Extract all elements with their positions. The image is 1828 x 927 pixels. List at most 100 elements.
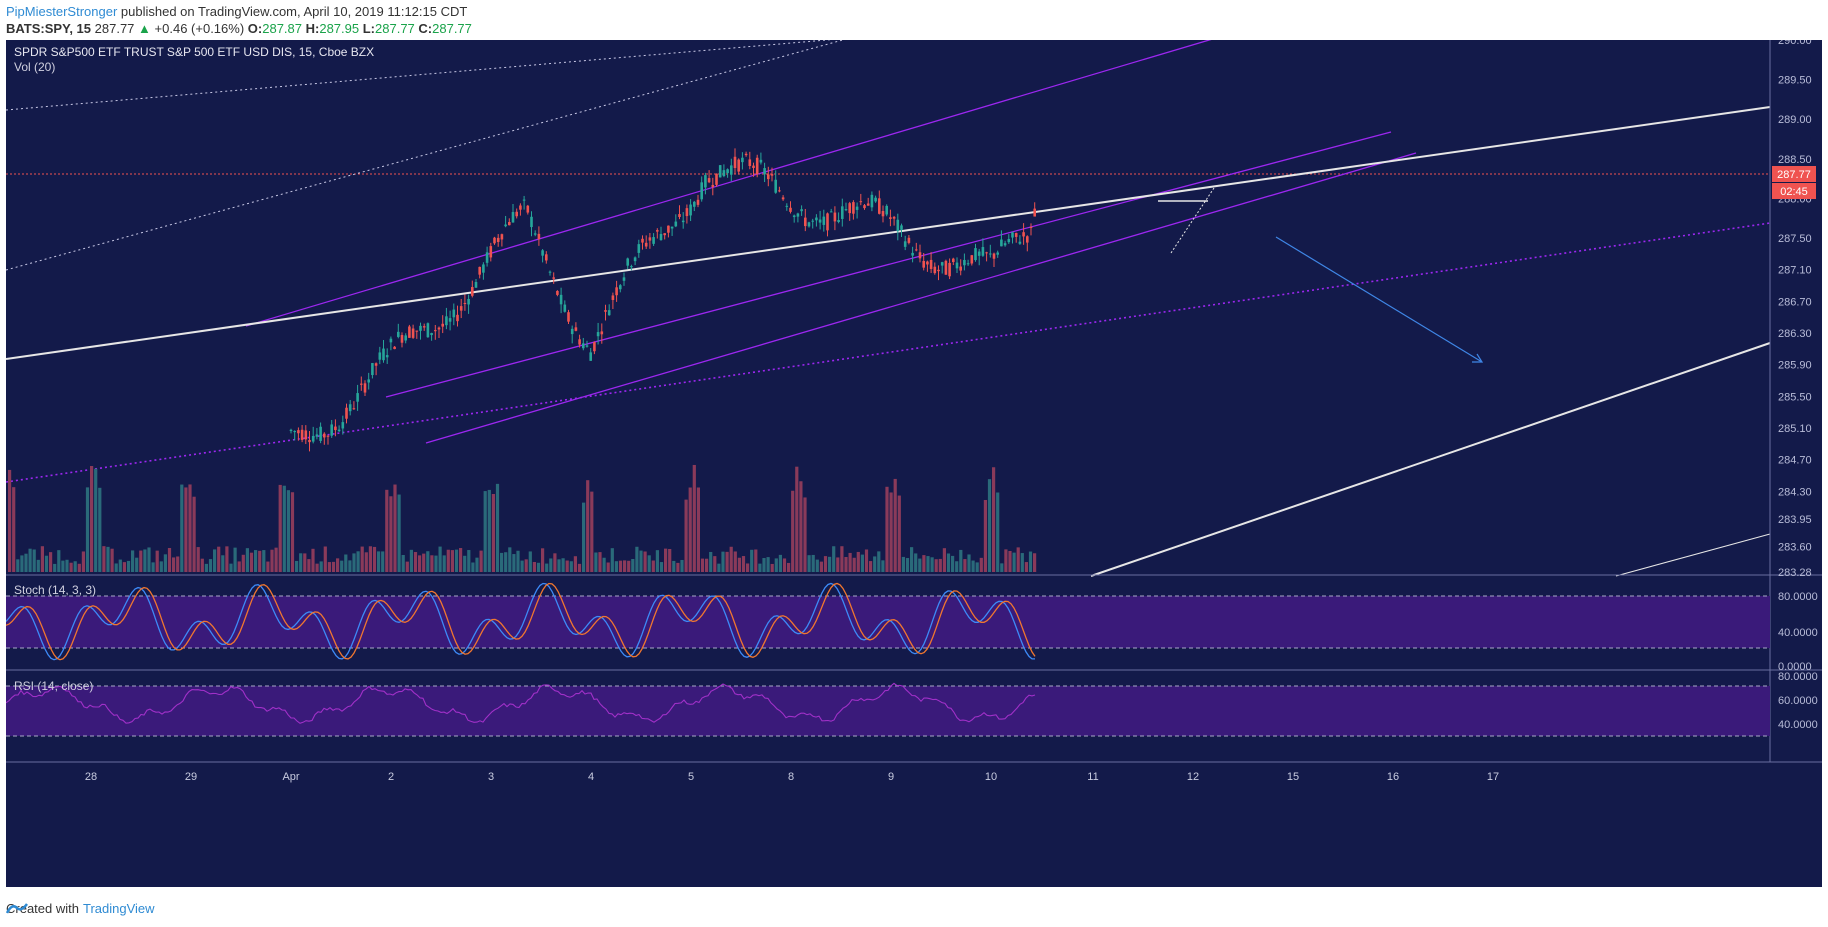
author-link[interactable]: PipMiesterStronger [6, 4, 118, 19]
volume-bar [471, 562, 475, 572]
volume-bar [389, 496, 393, 572]
volume-bar [951, 555, 955, 572]
candle-body [515, 211, 518, 217]
price-scale[interactable]: 290.00289.50289.00288.50288.00287.50287.… [1778, 40, 1812, 579]
candle-body [652, 237, 655, 244]
stoch-scale: 80.0000 40.0000 0.0000 [1778, 591, 1818, 673]
publish-line: PipMiesterStronger published on TradingV… [6, 4, 467, 19]
rsi-tick-label: 60.0000 [1778, 695, 1818, 707]
tradingview-brand-link[interactable]: TradingView [82, 901, 155, 916]
candle-body [430, 333, 433, 336]
chart-svg[interactable]: 290.00289.50289.00288.50288.00287.50287.… [6, 40, 1822, 887]
candle-body [348, 404, 352, 412]
volume-bar [65, 559, 69, 572]
candle-body [970, 255, 974, 264]
volume-bar [627, 560, 631, 572]
volume-bar [286, 490, 290, 572]
candle-body [959, 266, 962, 271]
candle-body [422, 326, 426, 328]
volume-bar [803, 497, 807, 572]
candle-body [426, 323, 430, 338]
rsi-tick-label: 80.0000 [1778, 671, 1818, 683]
countdown-tag [1772, 183, 1816, 199]
candle-body [815, 217, 818, 221]
volume-bar [893, 478, 897, 572]
volume-bar [938, 558, 942, 572]
far-lower-trendline [1615, 533, 1771, 577]
chart-area[interactable]: 290.00 289.50 289.00 288.50 288.00 287.50 287.… [6, 40, 1822, 887]
candle-body [356, 393, 359, 402]
volume-bar [914, 553, 918, 572]
candle-body [485, 252, 489, 263]
volume-bar [180, 484, 184, 572]
volume-bar [610, 548, 614, 572]
volume-bar [307, 559, 311, 572]
volume-bar [299, 553, 303, 572]
volume-bar [971, 560, 975, 572]
volume-bar [409, 549, 413, 572]
volume-bar [155, 550, 159, 572]
time-scale[interactable]: 28 29 Apr 2 3 4 5 8 9 10 11 12 15 16 17 [85, 771, 1499, 783]
candle-body [722, 170, 726, 177]
volume-bar [344, 554, 348, 572]
candle-body [567, 312, 570, 322]
candle-body [681, 220, 685, 223]
volume-bar [393, 484, 397, 572]
volume-bar [561, 558, 565, 572]
volume-bar [192, 496, 196, 572]
volume-bar [8, 469, 12, 572]
volume-bar [684, 499, 688, 572]
symbol-line: BATS:SPY, 15 287.77 ▲ +0.46 (+0.16%) O:2… [6, 21, 472, 36]
volume-bar [487, 489, 491, 572]
volume-bar [422, 553, 426, 572]
volume-bar [668, 548, 672, 572]
candle-body [1007, 239, 1011, 243]
candle-body [570, 328, 574, 335]
candle-body [596, 332, 600, 337]
candle-body [1022, 232, 1025, 237]
volume-bar [979, 557, 983, 572]
volume-bar [405, 561, 409, 572]
candle-body [767, 174, 770, 180]
main-trendline [6, 106, 1771, 360]
volume-bar [430, 555, 434, 572]
volume-bar [705, 558, 709, 572]
volume-bar [331, 561, 336, 572]
volume-bar [12, 487, 16, 572]
volume-bar [676, 562, 680, 572]
volume-bar [553, 553, 557, 572]
time-tick-label: 28 [85, 771, 97, 783]
candle-body [385, 355, 389, 358]
volume-bar [241, 554, 245, 572]
price-tick-label: 285.50 [1778, 391, 1812, 403]
candle-body [829, 211, 833, 213]
volume-bar [336, 558, 340, 572]
candle-body [467, 298, 470, 305]
volume-bar [762, 558, 766, 572]
volume-bar [163, 554, 167, 572]
volume-bar [905, 558, 910, 572]
volume-bar [791, 490, 795, 572]
volume-bar [479, 550, 483, 572]
volume-bar [1016, 547, 1020, 572]
candle-body [311, 435, 315, 442]
volume-bar [873, 556, 877, 572]
volume-bar [360, 546, 364, 572]
volume-bar [327, 562, 331, 572]
volume-bar [434, 555, 438, 572]
candle-body [530, 216, 533, 228]
candle-body [870, 194, 874, 208]
volume-bar [832, 546, 836, 572]
candle-body [585, 345, 589, 347]
candle-body [611, 295, 615, 300]
volume-bar [885, 486, 889, 572]
volume-bar [631, 558, 635, 572]
volume-bar [500, 552, 504, 572]
volume-bar [594, 552, 598, 572]
candle-body [626, 258, 629, 266]
candle-body [933, 266, 937, 274]
last-price: 287.77 [94, 21, 135, 36]
volume-bar [508, 547, 512, 572]
volume-bar [836, 557, 840, 572]
volume-bar [967, 554, 971, 572]
